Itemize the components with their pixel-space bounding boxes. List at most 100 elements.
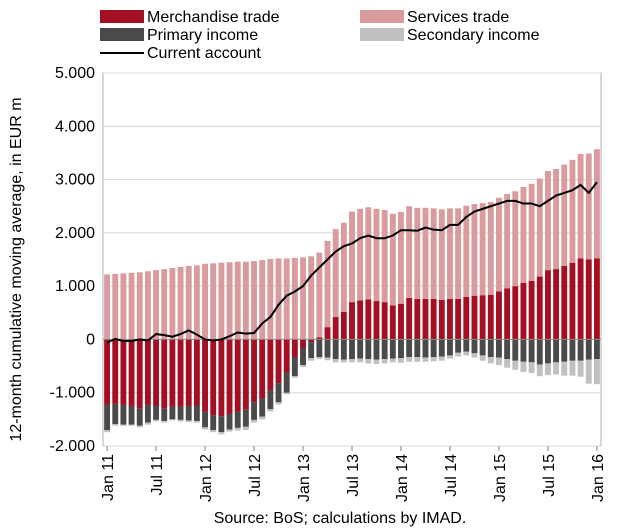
bar-primary-income (120, 404, 127, 425)
x-tick-label: Jan 16 (590, 454, 607, 502)
bar-services-trade (577, 153, 584, 259)
bar-primary-income (193, 405, 200, 421)
bar-secondary-income (430, 357, 437, 362)
bar-merchandise-trade (553, 269, 560, 340)
bar-primary-income (251, 402, 257, 420)
bar-merchandise-trade (120, 339, 127, 405)
bar-merchandise-trade (381, 302, 388, 340)
bar-services-trade (381, 209, 388, 303)
x-tick-label: Jul 14 (443, 454, 460, 497)
bars (104, 149, 600, 435)
bar-secondary-income (479, 355, 486, 361)
bar-primary-income (545, 339, 551, 364)
bar-services-trade (291, 257, 298, 340)
bar-merchandise-trade (283, 339, 290, 373)
bar-primary-income (340, 339, 347, 360)
bar-primary-income (389, 339, 396, 359)
bar-primary-income (528, 339, 535, 363)
bar-merchandise-trade (267, 339, 274, 391)
bar-merchandise-trade (291, 339, 298, 358)
bar-merchandise-trade (528, 280, 535, 340)
bar-merchandise-trade (389, 305, 396, 340)
bar-primary-income (365, 339, 372, 360)
bar-merchandise-trade (251, 339, 257, 403)
bar-services-trade (210, 263, 217, 340)
bar-primary-income (569, 339, 576, 361)
bar-services-trade (324, 240, 331, 328)
bar-merchandise-trade (504, 288, 511, 340)
bar-services-trade (283, 258, 290, 340)
bar-primary-income (161, 408, 168, 421)
bar-primary-income (128, 406, 135, 425)
bar-secondary-income (553, 362, 560, 375)
bar-merchandise-trade (479, 295, 486, 340)
bar-primary-income (144, 404, 151, 423)
bar-services-trade (528, 183, 535, 281)
bar-services-trade (104, 274, 111, 340)
legend-label-services-trade: Services trade (407, 9, 509, 26)
bar-merchandise-trade (202, 339, 208, 412)
x-tick-label: Jan 12 (198, 454, 215, 502)
bar-secondary-income (357, 358, 364, 363)
bar-services-trade (300, 257, 306, 340)
bar-merchandise-trade (471, 295, 478, 340)
bar-merchandise-trade (210, 339, 217, 416)
bar-services-trade (234, 261, 241, 340)
bar-merchandise-trade (332, 317, 339, 340)
bar-secondary-income (593, 359, 600, 385)
bar-primary-income (300, 347, 306, 365)
bar-primary-income (291, 357, 298, 377)
bar-merchandise-trade (520, 282, 527, 340)
bar-secondary-income (585, 359, 592, 384)
bar-merchandise-trade (569, 262, 576, 340)
bar-merchandise-trade (455, 298, 462, 340)
bar-services-trade (438, 209, 445, 300)
bar-merchandise-trade (153, 339, 160, 407)
bar-secondary-income (275, 402, 282, 405)
bar-secondary-income (226, 429, 233, 432)
bar-secondary-income (308, 358, 315, 361)
bar-primary-income (520, 339, 527, 362)
bar-secondary-income (406, 357, 413, 362)
bar-merchandise-trade (585, 259, 592, 340)
bar-primary-income (349, 339, 355, 360)
bar-services-trade (259, 260, 266, 340)
bar-merchandise-trade (234, 339, 241, 412)
bar-primary-income (373, 339, 380, 360)
bar-services-trade (406, 206, 413, 298)
bar-primary-income (226, 414, 233, 430)
bar-merchandise-trade (177, 339, 184, 407)
bar-services-trade (561, 164, 568, 266)
bar-services-trade (365, 207, 372, 300)
bar-merchandise-trade (128, 339, 135, 407)
bar-services-trade (242, 261, 249, 340)
bar-services-trade (389, 213, 396, 306)
bar-secondary-income (496, 357, 502, 366)
bar-merchandise-trade (496, 291, 502, 340)
y-axis-title: 12-month cumulative moving average, in E… (8, 97, 25, 441)
bar-primary-income (234, 411, 241, 428)
bar-services-trade (398, 212, 404, 304)
bar-primary-income (153, 406, 160, 420)
bar-services-trade (267, 258, 274, 340)
bar-merchandise-trade (144, 339, 151, 405)
bar-services-trade (169, 268, 176, 340)
bar-secondary-income (528, 362, 535, 373)
bar-merchandise-trade (169, 339, 176, 407)
bar-merchandise-trade (398, 303, 404, 340)
bar-primary-income (267, 390, 274, 410)
legend-label-merchandise-trade: Merchandise trade (147, 9, 280, 26)
bar-services-trade (316, 252, 323, 338)
bar-merchandise-trade (226, 339, 233, 415)
bar-merchandise-trade (340, 311, 347, 340)
bar-services-trade (218, 262, 225, 340)
bar-secondary-income (349, 359, 355, 363)
x-axis: Jan 11 Jul 11 Jan 12 Jul 12 Jan 13 Jul 13 Jan … (100, 446, 607, 502)
bar-secondary-income (202, 427, 208, 430)
bar-primary-income (585, 339, 592, 360)
bar-secondary-income (267, 409, 274, 412)
bar-services-trade (112, 273, 119, 340)
x-tick-label: Jan 11 (100, 454, 117, 501)
bar-merchandise-trade (104, 339, 111, 405)
bar-merchandise-trade (414, 298, 421, 340)
